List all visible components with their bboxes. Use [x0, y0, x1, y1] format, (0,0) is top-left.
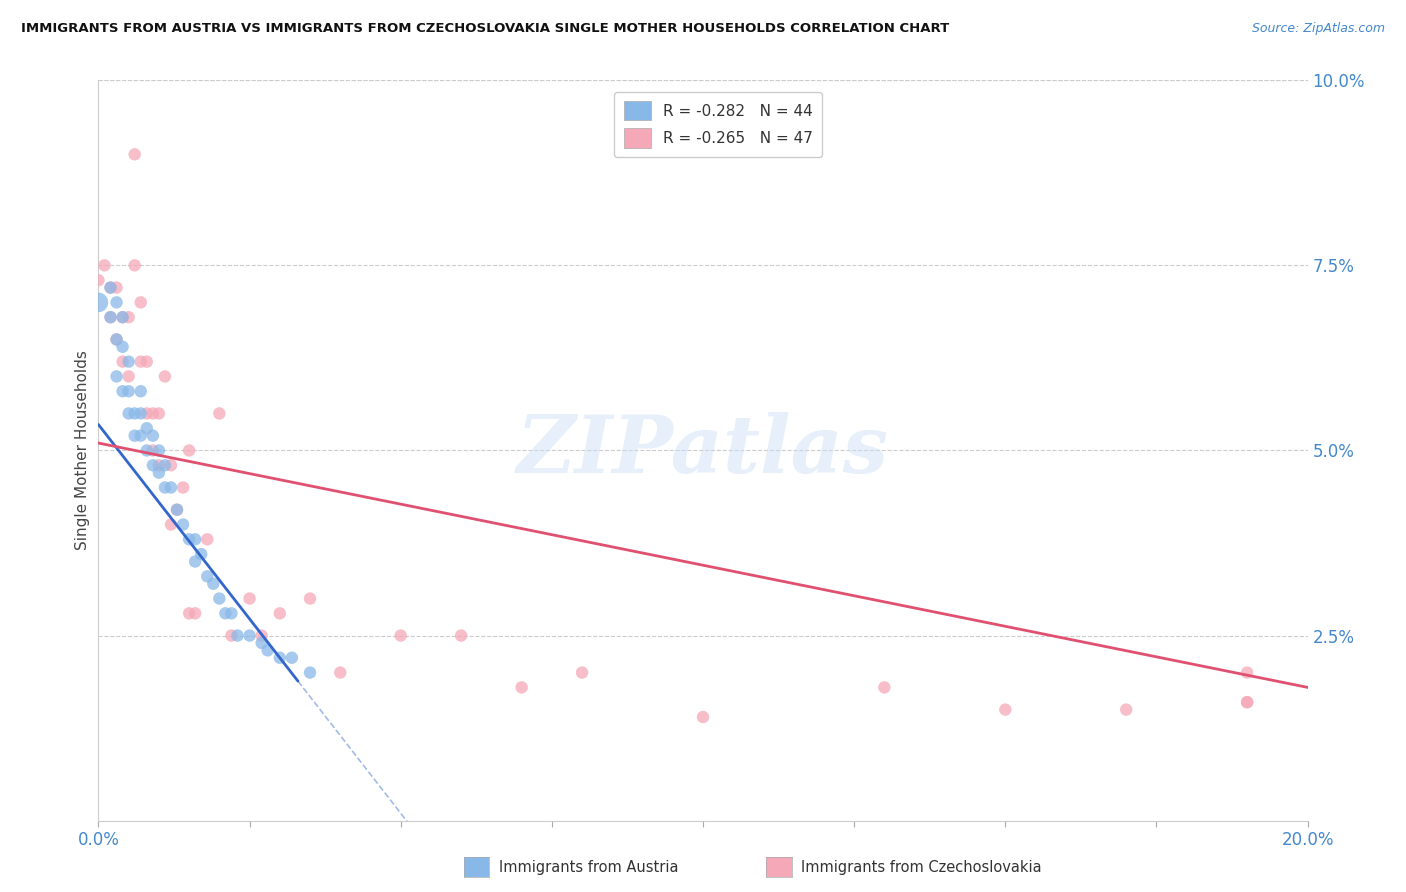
Point [214, 607, 236, 621]
Point [1236, 695, 1258, 709]
Point [93, 259, 115, 273]
Point [299, 665, 322, 680]
Point [129, 295, 152, 310]
Point [692, 710, 714, 724]
Text: Source: ZipAtlas.com: Source: ZipAtlas.com [1251, 22, 1385, 36]
Text: Immigrants from Czechoslovakia: Immigrants from Czechoslovakia [801, 860, 1042, 874]
Point [256, 643, 278, 657]
Point [172, 517, 194, 532]
Point [873, 681, 896, 695]
Point [160, 458, 183, 473]
Point [226, 628, 249, 642]
Point [105, 369, 128, 384]
Text: Immigrants from Austria: Immigrants from Austria [499, 860, 679, 874]
Point [250, 636, 273, 650]
Text: ZIPatlas: ZIPatlas [517, 412, 889, 489]
Point [269, 650, 291, 665]
Y-axis label: Single Mother Households: Single Mother Households [75, 351, 90, 550]
Point [118, 354, 141, 368]
Point [239, 591, 262, 606]
Point [510, 681, 533, 695]
Point [221, 607, 243, 621]
Point [135, 443, 157, 458]
Point [118, 384, 141, 399]
Point [184, 554, 207, 569]
Point [135, 421, 157, 435]
Point [1236, 695, 1258, 709]
Point [239, 628, 262, 642]
Point [100, 280, 122, 294]
Point [105, 280, 128, 294]
Point [153, 458, 176, 473]
Point [87, 273, 110, 287]
Point [100, 310, 122, 325]
Point [166, 502, 188, 516]
Point [105, 332, 128, 346]
Point [142, 458, 165, 473]
Point [111, 354, 134, 368]
Point [190, 547, 212, 561]
Point [135, 354, 157, 368]
Point [450, 628, 472, 642]
Point [105, 295, 128, 310]
Point [142, 443, 165, 458]
Point [129, 428, 152, 442]
Point [208, 591, 231, 606]
Point [208, 407, 231, 421]
Point [100, 280, 122, 294]
Point [160, 517, 183, 532]
Point [281, 650, 304, 665]
Point [250, 628, 273, 642]
Point [179, 607, 201, 621]
Point [148, 458, 170, 473]
Point [142, 407, 165, 421]
Point [124, 428, 146, 442]
Point [571, 665, 593, 680]
Point [148, 466, 170, 480]
Point [111, 310, 134, 325]
Point [153, 481, 176, 495]
Point [1115, 703, 1137, 717]
Point [87, 295, 110, 310]
Point [389, 628, 412, 642]
Point [129, 384, 152, 399]
Point [172, 481, 194, 495]
Point [129, 407, 152, 421]
Legend: R = -0.282   N = 44, R = -0.265   N = 47: R = -0.282 N = 44, R = -0.265 N = 47 [614, 92, 823, 157]
Point [153, 369, 176, 384]
Point [124, 147, 146, 161]
Point [269, 607, 291, 621]
Point [195, 533, 218, 547]
Point [184, 533, 207, 547]
Point [118, 310, 141, 325]
Point [111, 340, 134, 354]
Point [129, 354, 152, 368]
Point [329, 665, 352, 680]
Point [184, 607, 207, 621]
Point [179, 533, 201, 547]
Point [994, 703, 1017, 717]
Point [118, 369, 141, 384]
Point [299, 591, 322, 606]
Point [202, 576, 225, 591]
Point [100, 310, 122, 325]
Point [148, 407, 170, 421]
Point [179, 443, 201, 458]
Text: IMMIGRANTS FROM AUSTRIA VS IMMIGRANTS FROM CZECHOSLOVAKIA SINGLE MOTHER HOUSEHOL: IMMIGRANTS FROM AUSTRIA VS IMMIGRANTS FR… [21, 22, 949, 36]
Point [118, 407, 141, 421]
Point [1236, 665, 1258, 680]
Point [111, 384, 134, 399]
Point [124, 407, 146, 421]
Point [166, 502, 188, 516]
Point [142, 428, 165, 442]
Point [160, 481, 183, 495]
Point [148, 443, 170, 458]
Point [105, 332, 128, 346]
Point [111, 310, 134, 325]
Point [124, 259, 146, 273]
Point [221, 628, 243, 642]
Point [195, 569, 218, 583]
Point [135, 407, 157, 421]
